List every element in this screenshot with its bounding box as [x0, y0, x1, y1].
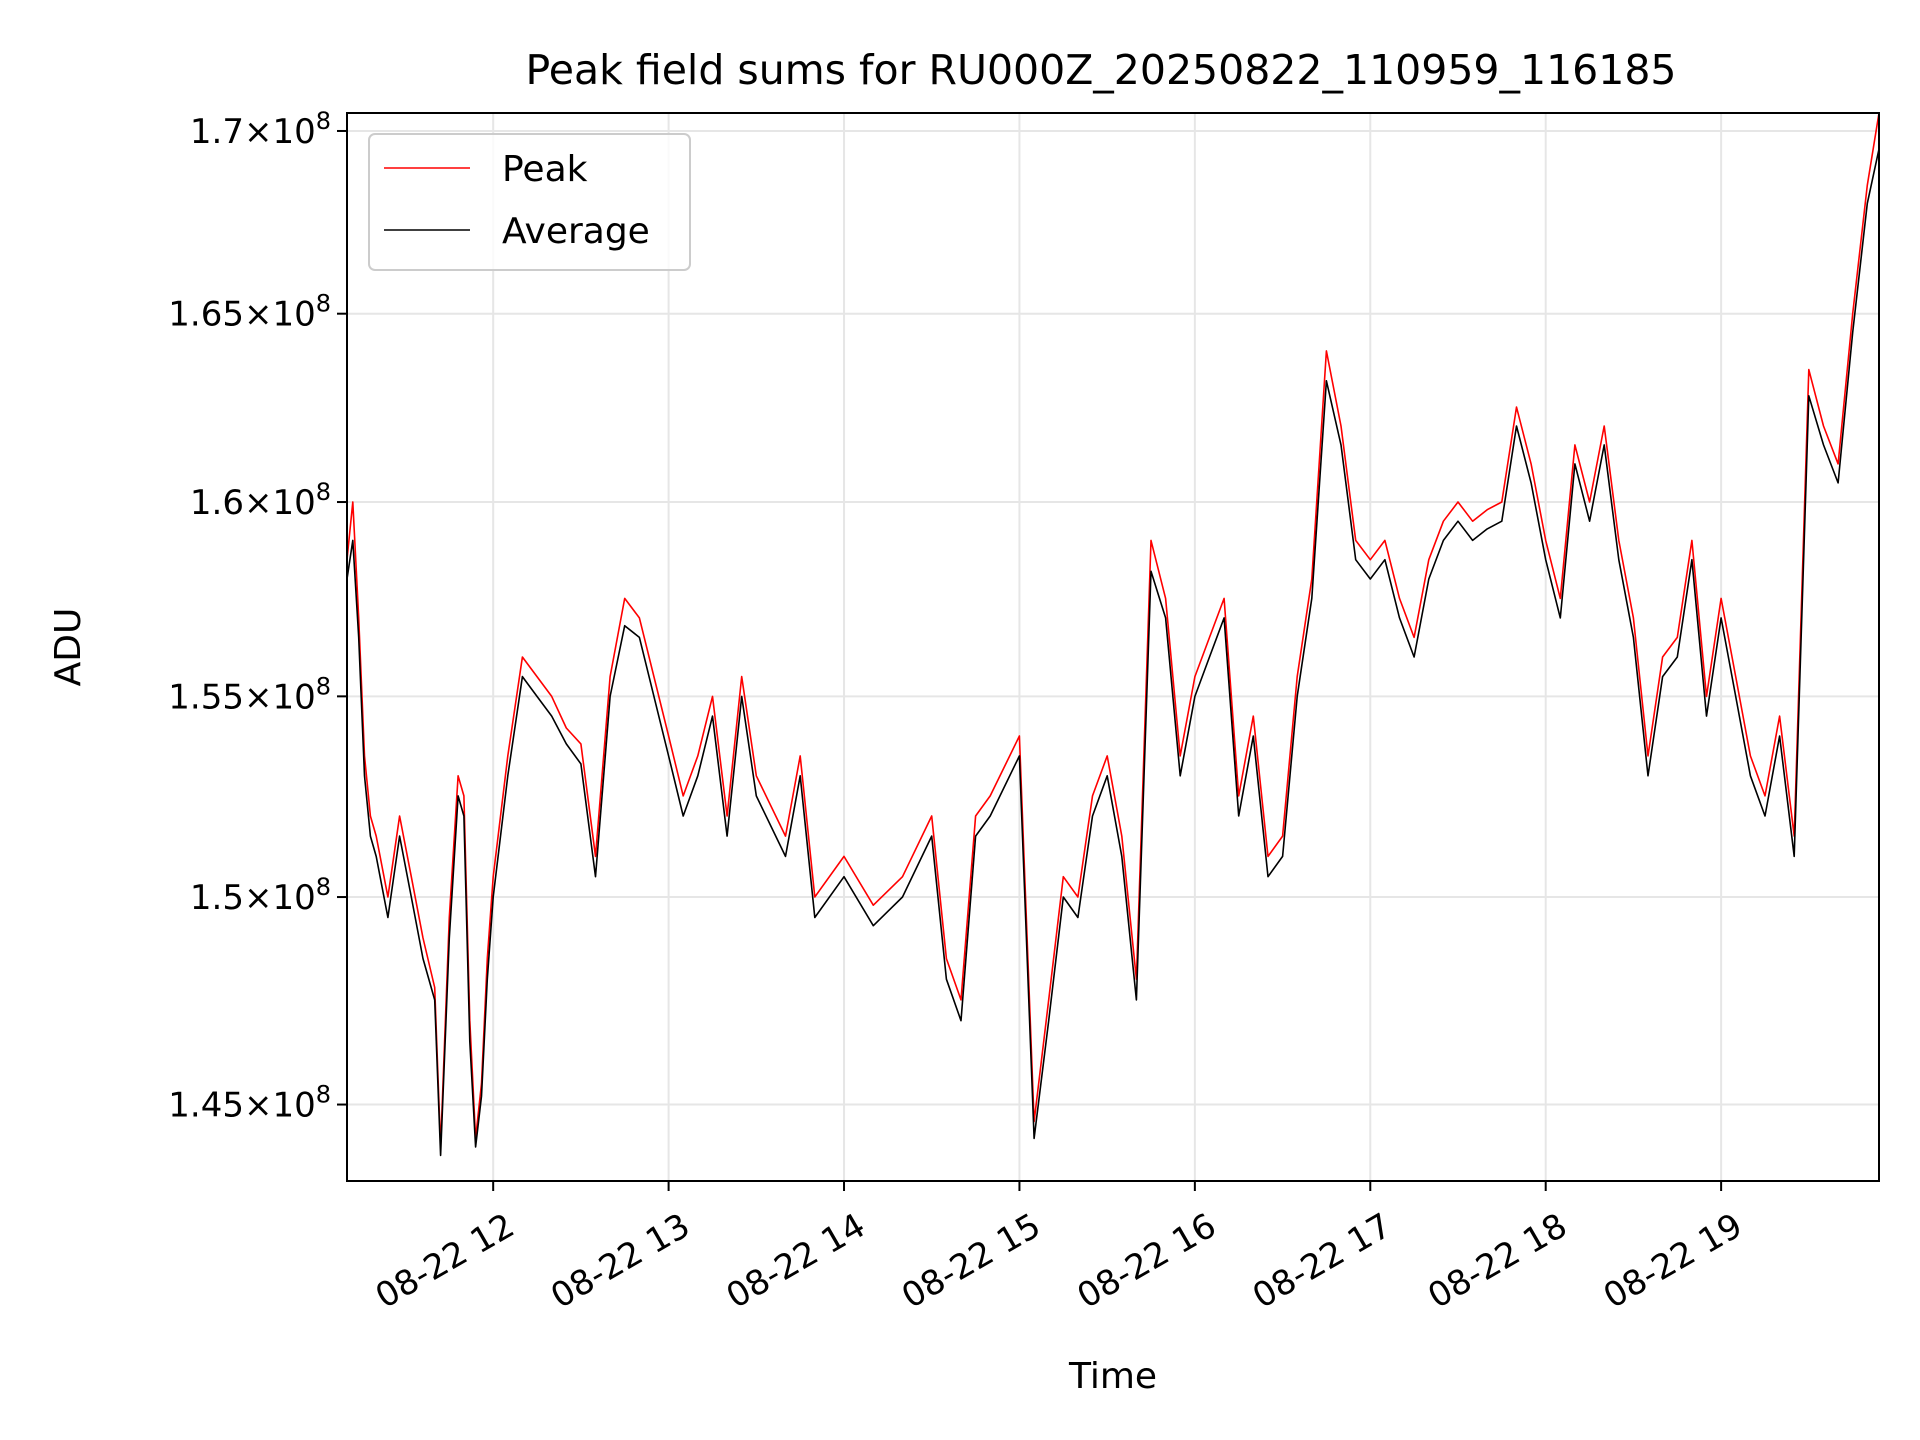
- y-tick-label: 1.5×108: [190, 873, 331, 918]
- x-tick-label: 08-22 14: [720, 1206, 872, 1317]
- x-tick-label: 08-22 16: [1071, 1206, 1223, 1317]
- chart-title: Peak field sums for RU000Z_20250822_1109…: [525, 46, 1676, 94]
- x-tick-label: 08-22 15: [895, 1206, 1047, 1317]
- grid: [347, 113, 1879, 1181]
- x-tick-label: 08-22 17: [1246, 1206, 1398, 1317]
- series-line-peak: [347, 113, 1879, 1148]
- x-tick-label: 08-22 13: [544, 1206, 696, 1317]
- y-axis: 1.45×108 1.5×108 1.55×108 1.6×108 1.65×108 1.…: [168, 107, 347, 1126]
- x-tick-label: 08-22 19: [1597, 1206, 1749, 1317]
- legend-label-average: Average: [502, 211, 650, 252]
- series-layer: [347, 113, 1879, 1157]
- legend: Peak Average: [368, 133, 691, 271]
- y-tick-label: 1.7×108: [190, 107, 331, 152]
- y-tick-label: 1.65×108: [168, 290, 331, 335]
- x-axis-label: Time: [1068, 1356, 1157, 1397]
- x-tick-label: 08-22 18: [1421, 1206, 1573, 1317]
- series-line-average: [347, 148, 1879, 1157]
- legend-label-peak: Peak: [502, 149, 588, 190]
- y-tick-label: 1.45×108: [168, 1081, 331, 1126]
- x-axis: 08-22 12 08-22 13 08-22 14 08-22 15 08-22 16…: [369, 1181, 1749, 1317]
- x-tick-label: 08-22 12: [369, 1206, 521, 1317]
- plot-frame: [346, 112, 1880, 1182]
- y-tick-label: 1.55×108: [168, 672, 331, 717]
- y-axis-label: ADU: [48, 608, 89, 687]
- y-tick-label: 1.6×108: [190, 478, 331, 523]
